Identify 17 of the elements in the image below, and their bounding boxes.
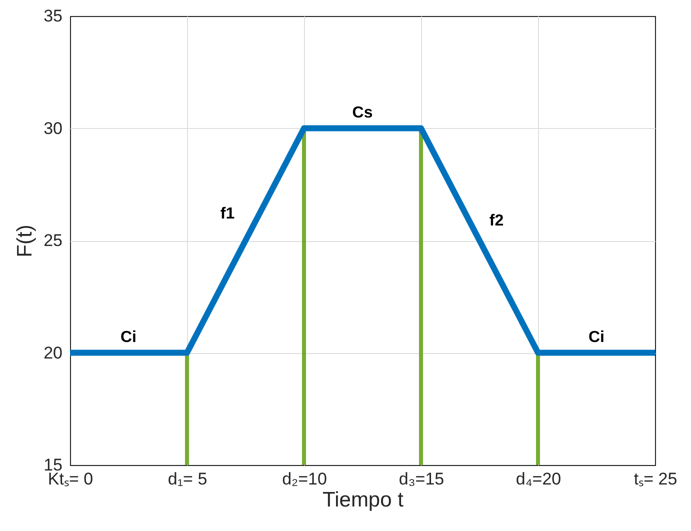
y-tick-label: 25 <box>44 231 62 250</box>
annotation: f1 <box>220 206 235 222</box>
y-tick-label: 30 <box>44 118 62 138</box>
x-tick-label: d₁= 5 <box>168 470 208 488</box>
y-tick-label: 20 <box>44 343 62 362</box>
x-tick-label: d₂=10 <box>282 470 327 488</box>
y-tick-label: 35 <box>44 6 62 26</box>
annotation: Ci <box>120 328 136 346</box>
x-tick-label: Ktₛ= 0 <box>48 470 94 488</box>
x-axis-title: Tiempo t <box>322 488 404 512</box>
x-tick-label: d₄=20 <box>516 470 562 488</box>
y-axis-title: F(t) <box>14 224 37 258</box>
x-tick-label: d₃=15 <box>398 470 444 488</box>
annotation: f2 <box>489 212 504 230</box>
x-tick-label: tₛ= 25 <box>634 470 678 488</box>
annotation: Ci <box>588 328 604 346</box>
annotation: Cs <box>352 104 373 122</box>
